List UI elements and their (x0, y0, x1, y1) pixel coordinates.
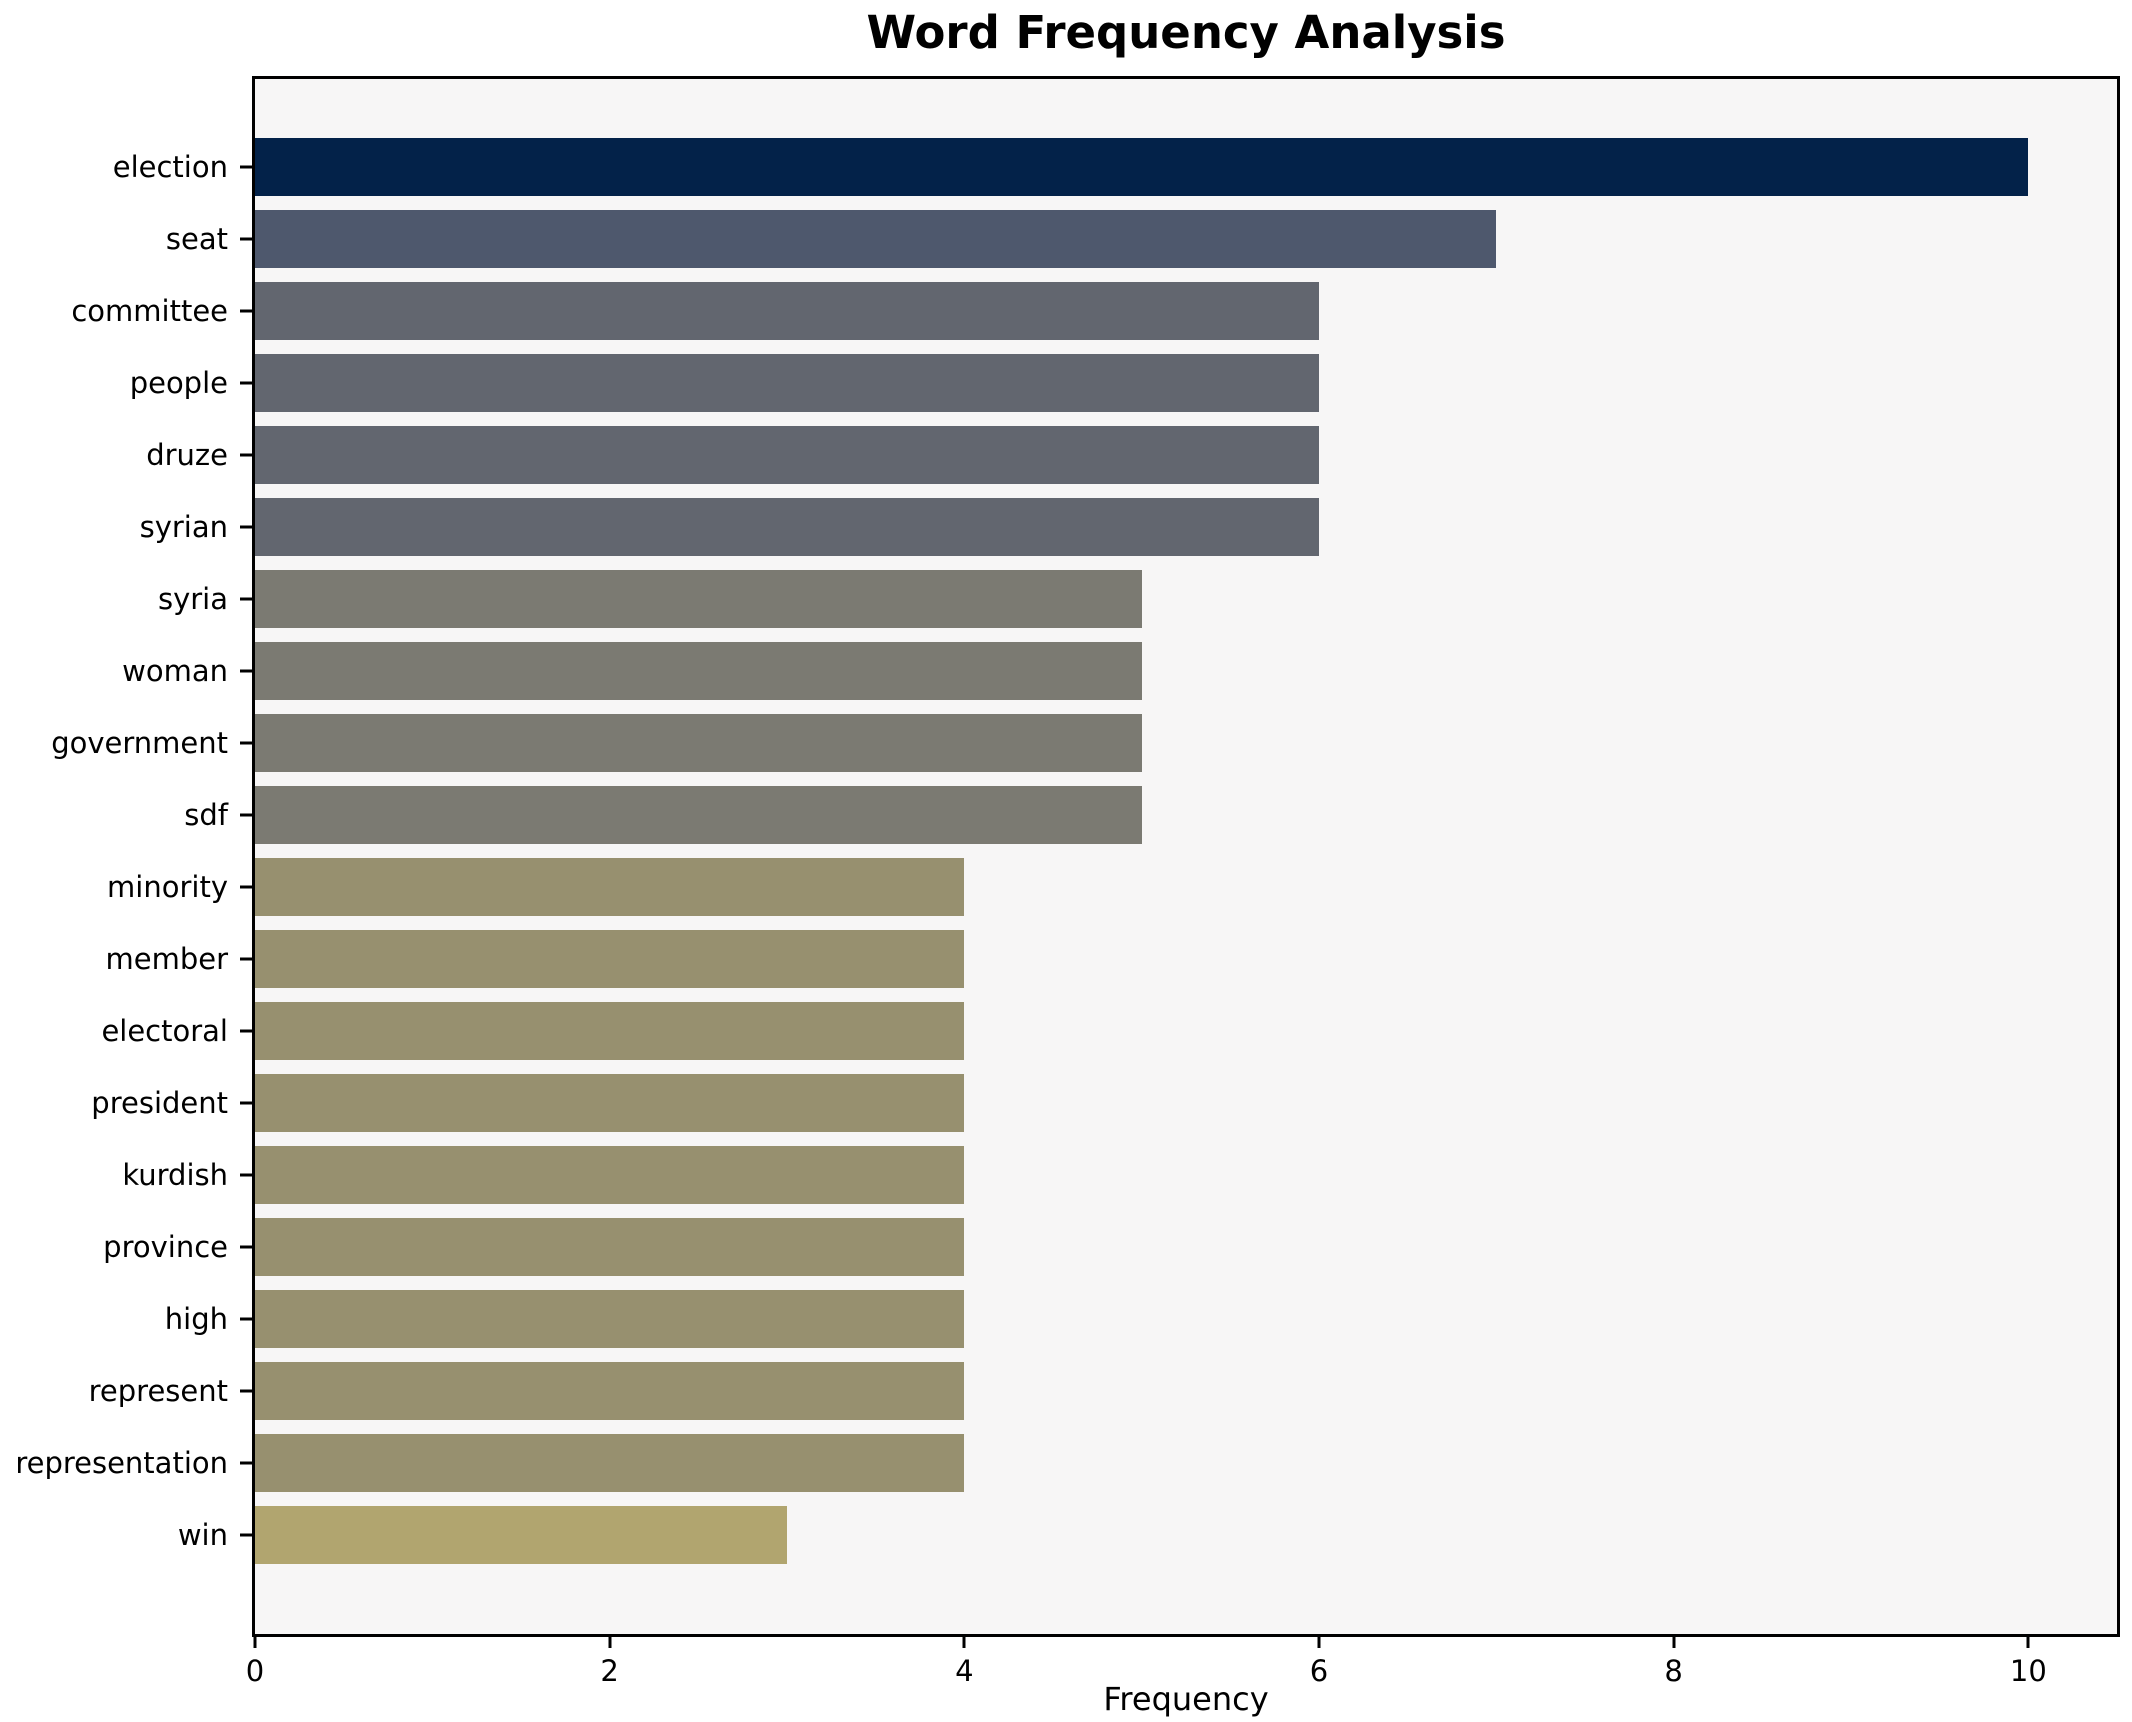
bar-row: province (103, 1211, 2117, 1283)
y-axis-category-label: high (164, 1302, 228, 1336)
y-axis-category-label: seat (165, 222, 228, 256)
y-tick-mark (240, 1245, 252, 1249)
y-axis-category-label: syria (157, 582, 228, 616)
y-axis-category-label: province (103, 1230, 228, 1264)
bar-row: woman (122, 635, 2117, 707)
y-tick-mark (240, 669, 252, 673)
frequency-bar (255, 1434, 965, 1492)
y-tick-mark (240, 597, 252, 601)
y-tick-mark (240, 1461, 252, 1465)
bar-row: seat (166, 203, 2117, 275)
frequency-bar (255, 786, 1142, 844)
y-tick-mark (240, 885, 252, 889)
y-tick-mark (240, 309, 252, 313)
bar-row: represent (89, 1355, 2117, 1427)
plot-area: election seat committee people druze syr… (15, 76, 2120, 1688)
frequency-bar (255, 1218, 965, 1276)
y-axis-category-label: druze (146, 438, 228, 472)
y-axis-category-label: representation (15, 1446, 228, 1480)
y-axis-category-label: minority (107, 870, 228, 904)
y-axis-category-label: president (91, 1086, 228, 1120)
y-tick-mark (240, 1029, 252, 1033)
y-axis-category-label: syrian (139, 510, 228, 544)
bars-container: election seat committee people druze syr… (15, 79, 2117, 1634)
x-tick-label: 8 (1664, 1654, 1683, 1688)
bar-row: president (91, 1067, 2117, 1139)
bar-row: election (113, 131, 2117, 203)
y-axis-category-label: member (105, 942, 228, 976)
frequency-bar (255, 858, 965, 916)
frequency-bar (255, 1146, 965, 1204)
bar-row: representation (15, 1427, 2117, 1499)
y-axis-category-label: committee (71, 294, 228, 328)
y-tick-mark (240, 1101, 252, 1105)
x-tick-label: 2 (600, 1654, 619, 1688)
frequency-bar (255, 642, 1142, 700)
y-tick-mark (240, 1533, 252, 1537)
bar-row: sdf (184, 779, 2117, 851)
bar-row: government (51, 707, 2117, 779)
x-tick-mark (1317, 1634, 1321, 1648)
frequency-bar (255, 138, 2029, 196)
x-tick-label: 4 (955, 1654, 974, 1688)
frequency-bar (255, 1002, 965, 1060)
bar-row: electoral (101, 995, 2117, 1067)
bar-row: minority (107, 851, 2117, 923)
frequency-bar (255, 498, 1319, 556)
y-tick-mark (240, 453, 252, 457)
bar-row: win (178, 1499, 2117, 1571)
frequency-bar (255, 714, 1142, 772)
y-axis-category-label: electoral (101, 1014, 228, 1048)
y-tick-mark (240, 1389, 252, 1393)
bar-row: committee (71, 275, 2117, 347)
x-tick-mark (2026, 1634, 2030, 1648)
x-tick-label: 10 (2009, 1654, 2047, 1688)
bar-row: syria (158, 563, 2117, 635)
bar-row: kurdish (122, 1139, 2117, 1211)
chart-title: Word Frequency Analysis (866, 6, 1506, 59)
bar-row: people (130, 347, 2117, 419)
y-axis-category-label: kurdish (122, 1158, 228, 1192)
bar-row: druze (146, 419, 2117, 491)
y-tick-mark (240, 381, 252, 385)
y-axis-category-label: election (112, 150, 228, 184)
y-axis-category-label: sdf (184, 798, 228, 832)
frequency-bar (255, 210, 1497, 268)
y-axis-category-label: people (129, 366, 228, 400)
x-tick-label: 6 (1309, 1654, 1329, 1688)
frequency-bar (255, 570, 1142, 628)
y-tick-mark (240, 165, 252, 169)
y-axis-category-label: win (177, 1518, 228, 1552)
frequency-bar (255, 930, 965, 988)
y-tick-mark (240, 1173, 252, 1177)
x-axis-label: Frequency (1103, 1680, 1269, 1718)
y-tick-mark (240, 525, 252, 529)
frequency-bar (255, 1074, 965, 1132)
y-tick-mark (240, 957, 252, 961)
frequency-bar (255, 1362, 965, 1420)
x-tick-mark (962, 1634, 966, 1648)
x-tick-label: 0 (245, 1654, 265, 1688)
x-tick-mark (253, 1634, 257, 1648)
y-axis-category-label: woman (122, 654, 228, 688)
y-tick-mark (240, 1317, 252, 1321)
y-tick-mark (240, 237, 252, 241)
frequency-bar (255, 1506, 787, 1564)
y-axis-category-label: government (51, 726, 228, 760)
frequency-bar (255, 354, 1319, 412)
x-tick-mark (608, 1634, 612, 1648)
y-tick-mark (240, 813, 252, 817)
frequency-bar (255, 282, 1319, 340)
y-axis-category-label: represent (88, 1374, 228, 1408)
bar-row: high (165, 1283, 2117, 1355)
bar-row: syrian (140, 491, 2117, 563)
y-tick-mark (240, 741, 252, 745)
frequency-bar (255, 426, 1319, 484)
bar-row: member (105, 923, 2117, 995)
frequency-bar (255, 1290, 965, 1348)
x-tick-mark (1672, 1634, 1676, 1648)
